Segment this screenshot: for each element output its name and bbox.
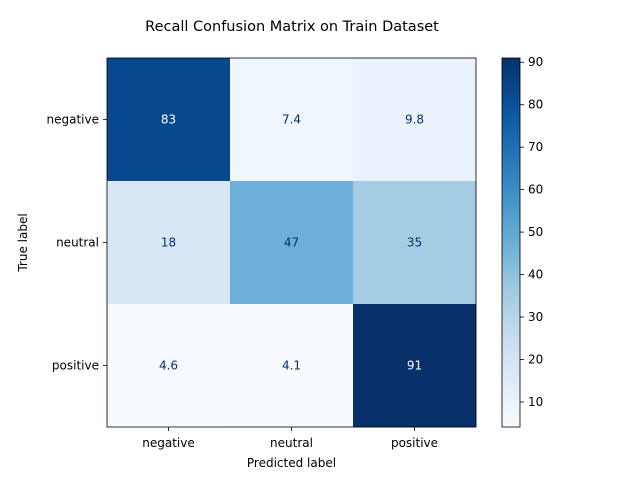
x-axis-ticks: negative neutral positive bbox=[142, 427, 438, 450]
cell-value-label: 91 bbox=[407, 359, 422, 373]
colorbar-tick-label: 20 bbox=[528, 352, 543, 366]
x-tick-label: positive bbox=[391, 436, 438, 450]
cell-value-label: 4.1 bbox=[282, 359, 301, 373]
heatmap-cell-0-2 bbox=[353, 58, 477, 182]
cell-value-label: 7.4 bbox=[282, 113, 301, 127]
heatmap-cell-0-0 bbox=[107, 58, 231, 182]
heatmap-cell-labels: 83 7.4 9.8 18 47 35 4.6 4.1 91 bbox=[159, 113, 424, 373]
heatmap-cell-0-1 bbox=[230, 58, 354, 182]
colorbar-tick-label: 50 bbox=[528, 225, 543, 239]
cell-value-label: 35 bbox=[407, 236, 422, 250]
x-axis-label: Predicted label bbox=[247, 456, 336, 470]
colorbar-ticks: 10 20 30 40 50 60 70 80 90 bbox=[520, 55, 543, 409]
heatmap-cell-1-2 bbox=[353, 181, 477, 305]
colorbar-tick-label: 60 bbox=[528, 183, 543, 197]
colorbar-tick-label: 90 bbox=[528, 55, 543, 69]
heatmap-cell-1-0 bbox=[107, 181, 231, 305]
cell-value-label: 9.8 bbox=[405, 113, 424, 127]
y-axis-ticks: negative neutral positive bbox=[47, 113, 107, 373]
colorbar-tick-label: 80 bbox=[528, 98, 543, 112]
y-tick-label: positive bbox=[52, 359, 99, 373]
chart-title: Recall Confusion Matrix on Train Dataset bbox=[145, 19, 439, 35]
heatmap-cell-2-2 bbox=[353, 304, 477, 428]
cell-value-label: 18 bbox=[161, 236, 176, 250]
colorbar-tick-label: 40 bbox=[528, 268, 543, 282]
cell-value-label: 4.6 bbox=[159, 359, 178, 373]
colorbar-tick-label: 30 bbox=[528, 310, 543, 324]
heatmap-cell-2-1 bbox=[230, 304, 354, 428]
colorbar-tick-label: 70 bbox=[528, 140, 543, 154]
x-tick-label: neutral bbox=[270, 436, 313, 450]
cell-value-label: 83 bbox=[161, 113, 176, 127]
heatmap-cell-2-0 bbox=[107, 304, 231, 428]
y-axis-label: True label bbox=[16, 213, 30, 272]
heatmap-cells bbox=[107, 58, 477, 428]
colorbar-tick-label: 10 bbox=[528, 395, 543, 409]
colorbar bbox=[501, 57, 521, 428]
heatmap-cell-1-1 bbox=[230, 181, 354, 305]
y-tick-label: negative bbox=[47, 113, 99, 127]
x-tick-label: negative bbox=[142, 436, 194, 450]
y-tick-label: neutral bbox=[56, 236, 99, 250]
cell-value-label: 47 bbox=[284, 236, 299, 250]
